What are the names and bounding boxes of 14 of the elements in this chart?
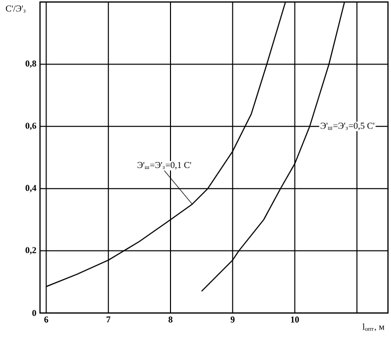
x-axis-title: l$_{опт}$, м (362, 324, 384, 332)
y-tick-label: 0 (32, 310, 36, 316)
y-axis-title: C'/Э'$_{з}$ (6, 6, 26, 13)
x-tick-label: 9 (230, 316, 235, 323)
x-tick-label: 7 (106, 316, 110, 322)
x-tick-label: 10 (291, 316, 299, 323)
text: Э'$_{ш}$=Э'$_{з}$=0,1 C' (138, 162, 192, 170)
y-tick-label: 0,8 (26, 60, 36, 68)
legend-label: Э'$_{ш}$=Э'$_{з}$=0,5 C' (320, 122, 374, 130)
y-tick-label: 0,4 (26, 184, 36, 192)
y-tick-label: 0,6 (26, 122, 36, 130)
x-tick-label: 8 (168, 316, 172, 323)
y-tick-label: 0,2 (26, 247, 36, 254)
x-tick-label: 6 (44, 316, 48, 323)
